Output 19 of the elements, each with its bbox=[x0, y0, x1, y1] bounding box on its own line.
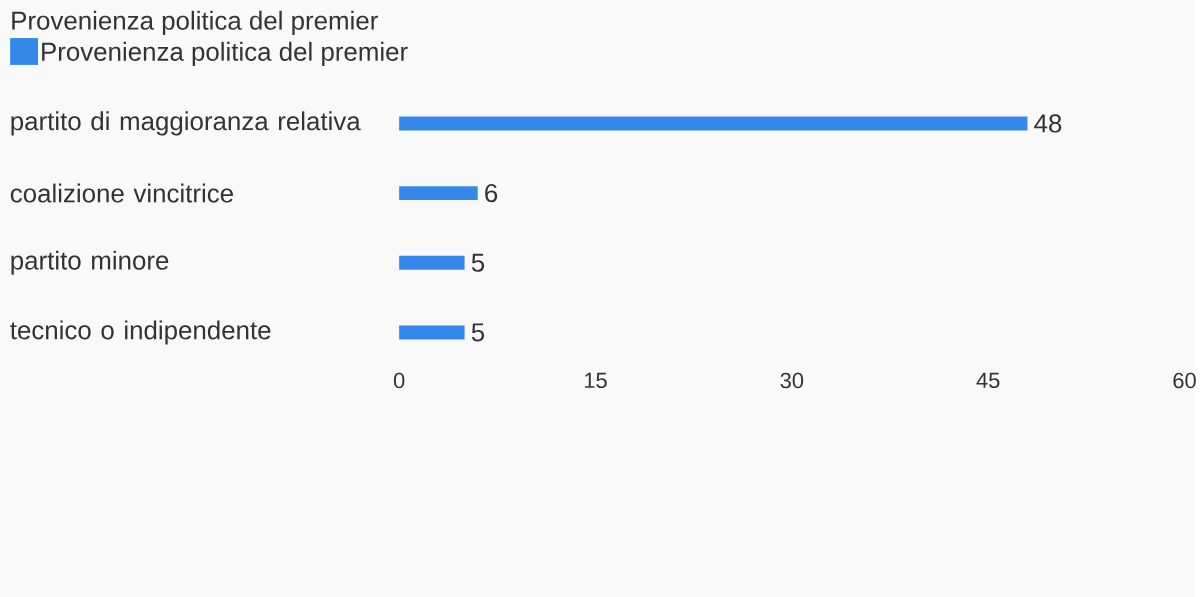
data-label: 6 bbox=[485, 183, 498, 203]
data-label: 5 bbox=[471, 323, 485, 342]
x-tick-label: 0 bbox=[393, 372, 405, 389]
x-tick-label: 45 bbox=[976, 372, 1000, 388]
y-tick-label: partito minore bbox=[11, 250, 169, 275]
y-tick-label: coalizione vincitrice bbox=[10, 183, 233, 203]
x-tick-label: 60 bbox=[1173, 372, 1196, 389]
bar bbox=[399, 255, 465, 270]
legend-label: Provenienza politica del premier bbox=[42, 41, 408, 66]
bar bbox=[399, 116, 1028, 131]
x-tick-label: 15 bbox=[584, 372, 607, 388]
data-label: 48 bbox=[1034, 114, 1062, 133]
bar bbox=[399, 325, 465, 340]
data-label: 5 bbox=[471, 253, 485, 272]
bar bbox=[399, 186, 478, 200]
y-tick-label: partito di maggioranza relativa bbox=[11, 111, 361, 136]
y-tick-label: tecnico o indipendente bbox=[10, 320, 271, 345]
x-tick-label: 30 bbox=[780, 372, 804, 389]
chart-title: Provenienza politica del premier bbox=[12, 10, 378, 35]
